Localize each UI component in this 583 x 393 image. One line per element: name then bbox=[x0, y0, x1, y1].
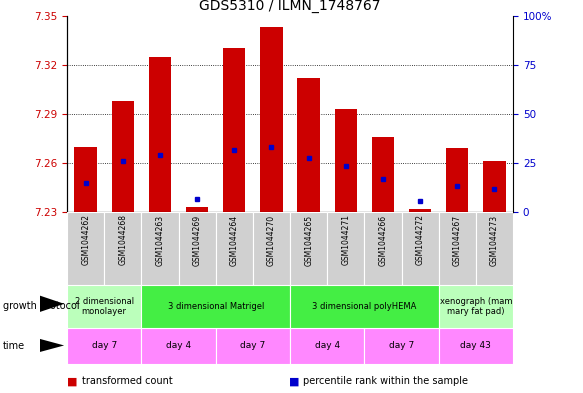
Bar bbox=[438, 328, 513, 364]
Bar bbox=[402, 212, 438, 285]
Bar bbox=[141, 328, 216, 364]
Text: day 7: day 7 bbox=[92, 342, 117, 350]
Text: day 4: day 4 bbox=[166, 342, 191, 350]
Bar bbox=[372, 137, 394, 212]
Bar bbox=[483, 162, 505, 212]
Text: GSM1044267: GSM1044267 bbox=[453, 215, 462, 266]
Text: GSM1044265: GSM1044265 bbox=[304, 215, 313, 266]
Bar bbox=[327, 212, 364, 285]
Text: GSM1044273: GSM1044273 bbox=[490, 215, 499, 266]
Text: percentile rank within the sample: percentile rank within the sample bbox=[303, 376, 468, 386]
Bar bbox=[216, 328, 290, 364]
Bar bbox=[364, 212, 402, 285]
Text: 2 dimensional
monolayer: 2 dimensional monolayer bbox=[75, 297, 134, 316]
Text: GSM1044268: GSM1044268 bbox=[118, 215, 127, 265]
Text: transformed count: transformed count bbox=[82, 376, 173, 386]
Text: ■: ■ bbox=[289, 376, 299, 386]
Bar bbox=[178, 212, 216, 285]
Bar bbox=[409, 209, 431, 212]
Polygon shape bbox=[40, 339, 64, 352]
Bar bbox=[141, 212, 178, 285]
Text: GSM1044262: GSM1044262 bbox=[81, 215, 90, 265]
Text: time: time bbox=[3, 341, 25, 351]
Bar bbox=[149, 57, 171, 212]
Bar bbox=[290, 212, 327, 285]
Text: GSM1044264: GSM1044264 bbox=[230, 215, 239, 266]
Bar bbox=[446, 148, 468, 212]
Bar bbox=[186, 207, 208, 212]
Bar bbox=[260, 27, 283, 212]
Text: day 7: day 7 bbox=[240, 342, 265, 350]
Text: GSM1044271: GSM1044271 bbox=[341, 215, 350, 265]
Bar bbox=[67, 285, 141, 328]
Polygon shape bbox=[40, 296, 64, 312]
Text: xenograph (mam
mary fat pad): xenograph (mam mary fat pad) bbox=[440, 297, 512, 316]
Text: 3 dimensional Matrigel: 3 dimensional Matrigel bbox=[167, 302, 264, 311]
Bar bbox=[438, 285, 513, 328]
Bar bbox=[216, 212, 253, 285]
Bar bbox=[438, 212, 476, 285]
Bar bbox=[476, 212, 513, 285]
Text: day 43: day 43 bbox=[461, 342, 491, 350]
Bar bbox=[141, 285, 290, 328]
Bar bbox=[290, 285, 438, 328]
Bar bbox=[335, 109, 357, 212]
Text: 3 dimensional polyHEMA: 3 dimensional polyHEMA bbox=[312, 302, 417, 311]
Bar bbox=[253, 212, 290, 285]
Bar bbox=[364, 328, 438, 364]
Bar bbox=[67, 212, 104, 285]
Bar bbox=[111, 101, 134, 212]
Text: ■: ■ bbox=[67, 376, 78, 386]
Bar bbox=[67, 328, 141, 364]
Title: GDS5310 / ILMN_1748767: GDS5310 / ILMN_1748767 bbox=[199, 0, 381, 13]
Bar bbox=[297, 78, 319, 212]
Bar bbox=[223, 48, 245, 212]
Text: GSM1044272: GSM1044272 bbox=[416, 215, 424, 265]
Bar bbox=[104, 212, 141, 285]
Text: GSM1044270: GSM1044270 bbox=[267, 215, 276, 266]
Text: GSM1044266: GSM1044266 bbox=[378, 215, 388, 266]
Bar bbox=[75, 147, 97, 212]
Text: GSM1044263: GSM1044263 bbox=[156, 215, 164, 266]
Text: growth protocol: growth protocol bbox=[3, 301, 79, 311]
Text: GSM1044269: GSM1044269 bbox=[192, 215, 202, 266]
Text: day 4: day 4 bbox=[315, 342, 340, 350]
Bar bbox=[290, 328, 364, 364]
Text: day 7: day 7 bbox=[389, 342, 414, 350]
